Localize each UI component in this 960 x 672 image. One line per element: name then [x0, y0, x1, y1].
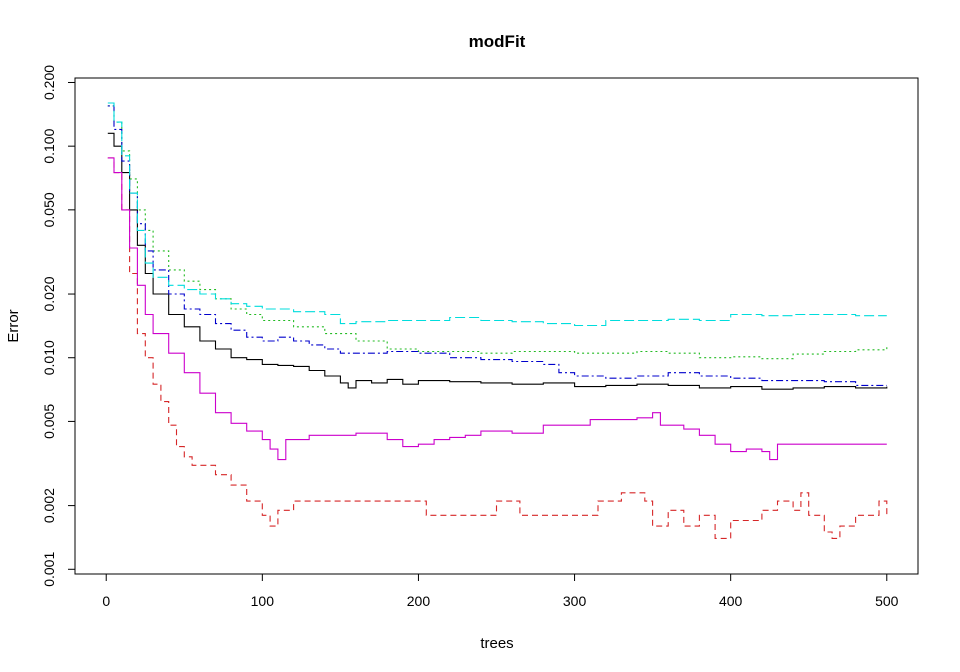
chart-title: modFit: [469, 32, 526, 51]
y-tick-label: 0.020: [41, 276, 57, 311]
series-line-6: [107, 157, 887, 461]
y-tick-label: 0.200: [41, 65, 57, 100]
x-axis: 0 100 200 300 400 500: [102, 573, 899, 609]
y-tick-label: 0.005: [41, 404, 57, 439]
x-tick-label: 400: [719, 593, 743, 609]
series-line-1: [107, 132, 888, 390]
y-tick-label: 0.001: [41, 552, 57, 587]
y-tick-label: 0.050: [41, 192, 57, 227]
x-tick-label: 100: [251, 593, 275, 609]
series-layer: [107, 102, 888, 539]
x-tick-label: 500: [875, 593, 899, 609]
series-line-2: [107, 157, 888, 539]
x-tick-label: 200: [407, 593, 431, 609]
x-axis-label: trees: [480, 635, 513, 652]
series-line-5: [107, 102, 887, 327]
y-tick-label: 0.010: [41, 340, 57, 375]
series-line-4: [107, 105, 887, 386]
x-tick-label: 0: [102, 593, 110, 609]
y-axis-label: Error: [5, 309, 22, 342]
plot-frame: [74, 77, 919, 575]
y-axis: 0.001 0.002 0.005 0.010 0.020 0.050 0.100 0.200: [41, 65, 76, 587]
y-tick-label: 0.002: [41, 488, 57, 523]
series-line-3: [107, 105, 888, 360]
y-tick-label: 0.100: [41, 128, 57, 163]
x-tick-label: 300: [563, 593, 587, 609]
